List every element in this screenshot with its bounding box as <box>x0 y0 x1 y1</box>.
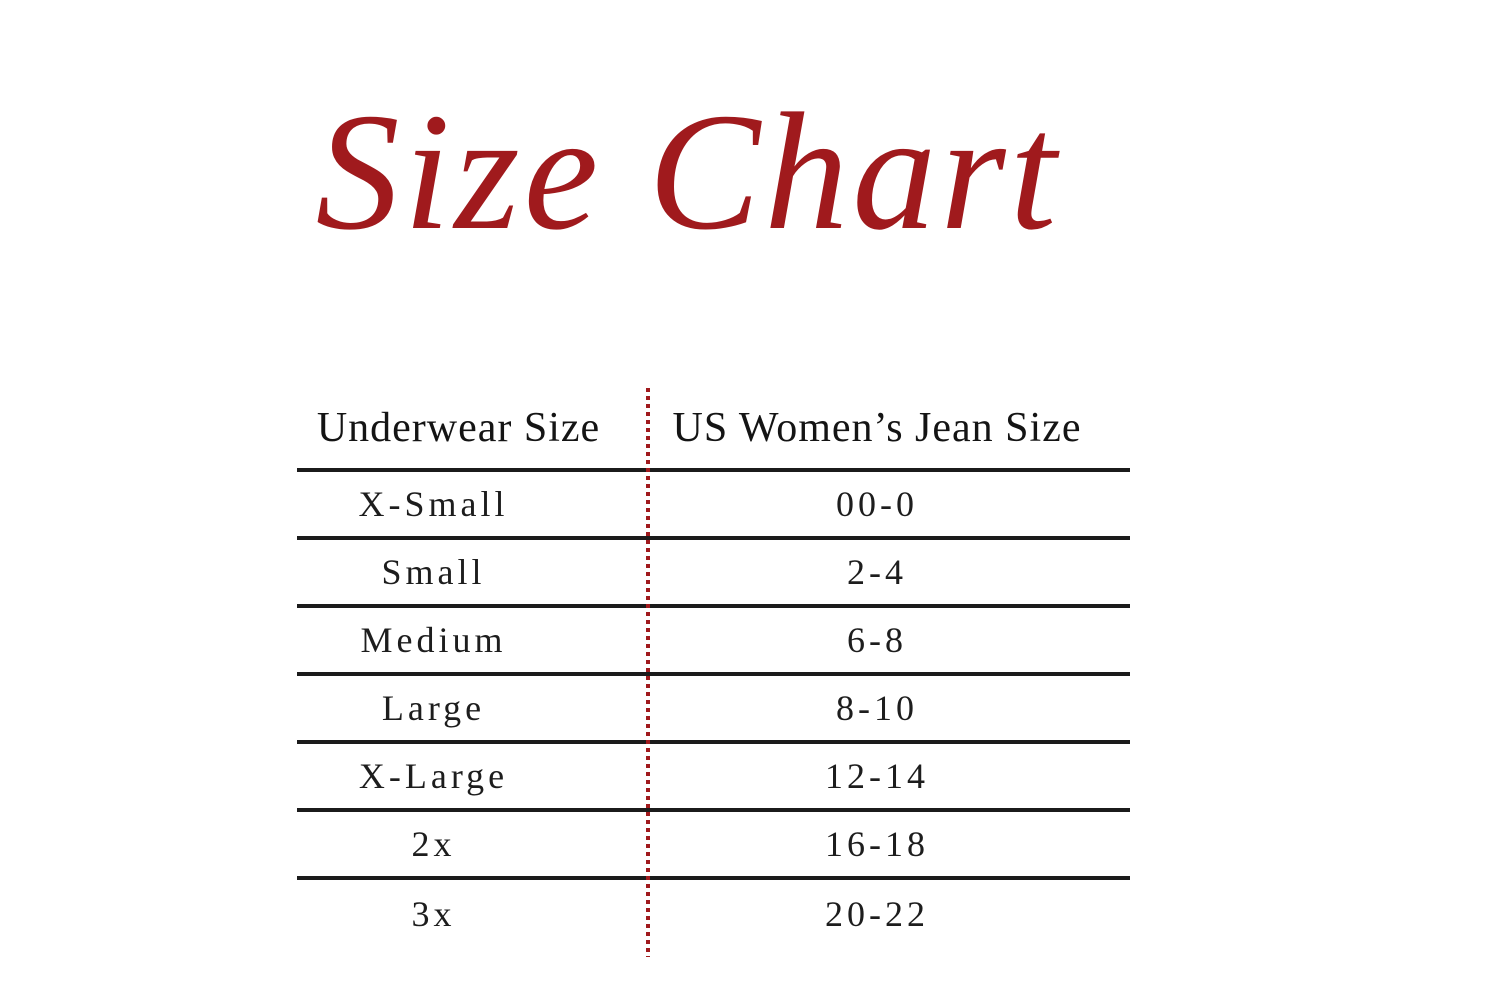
table-row-xsmall: X-Small 00-0 <box>297 472 1130 540</box>
jean-size-cell: 20-22 <box>825 894 929 934</box>
table-row-small: Small 2-4 <box>297 540 1130 608</box>
underwear-size-cell: X-Small <box>358 484 509 524</box>
table-header-row: Underwear Size US Women’s Jean Size <box>297 388 1130 472</box>
table-row-xlarge: X-Large 12-14 <box>297 744 1130 812</box>
table-row-2x: 2x 16-18 <box>297 812 1130 880</box>
underwear-size-cell: 2x <box>411 824 456 864</box>
table-row-medium: Medium 6-8 <box>297 608 1130 676</box>
page-title: Size Chart <box>315 79 1061 265</box>
column-divider-dotted-line <box>646 388 650 957</box>
jean-size-cell: 16-18 <box>825 824 929 864</box>
column-header-jean-size: US Women’s Jean Size <box>672 405 1082 451</box>
underwear-size-cell: Medium <box>360 620 507 660</box>
size-conversion-table: Underwear Size US Women’s Jean Size X-Sm… <box>297 388 1130 957</box>
underwear-size-cell: Large <box>381 688 486 728</box>
jean-size-cell: 12-14 <box>825 756 929 796</box>
table-row-large: Large 8-10 <box>297 676 1130 744</box>
table-row-3x: 3x 20-22 <box>297 880 1130 948</box>
underwear-size-cell: Small <box>381 552 486 592</box>
column-header-underwear-size: Underwear Size <box>316 405 601 451</box>
underwear-size-cell: 3x <box>411 894 456 934</box>
jean-size-cell: 00-0 <box>836 484 918 524</box>
jean-size-cell: 6-8 <box>847 620 907 660</box>
jean-size-cell: 2-4 <box>847 552 907 592</box>
underwear-size-cell: X-Large <box>358 756 509 796</box>
jean-size-cell: 8-10 <box>836 688 918 728</box>
